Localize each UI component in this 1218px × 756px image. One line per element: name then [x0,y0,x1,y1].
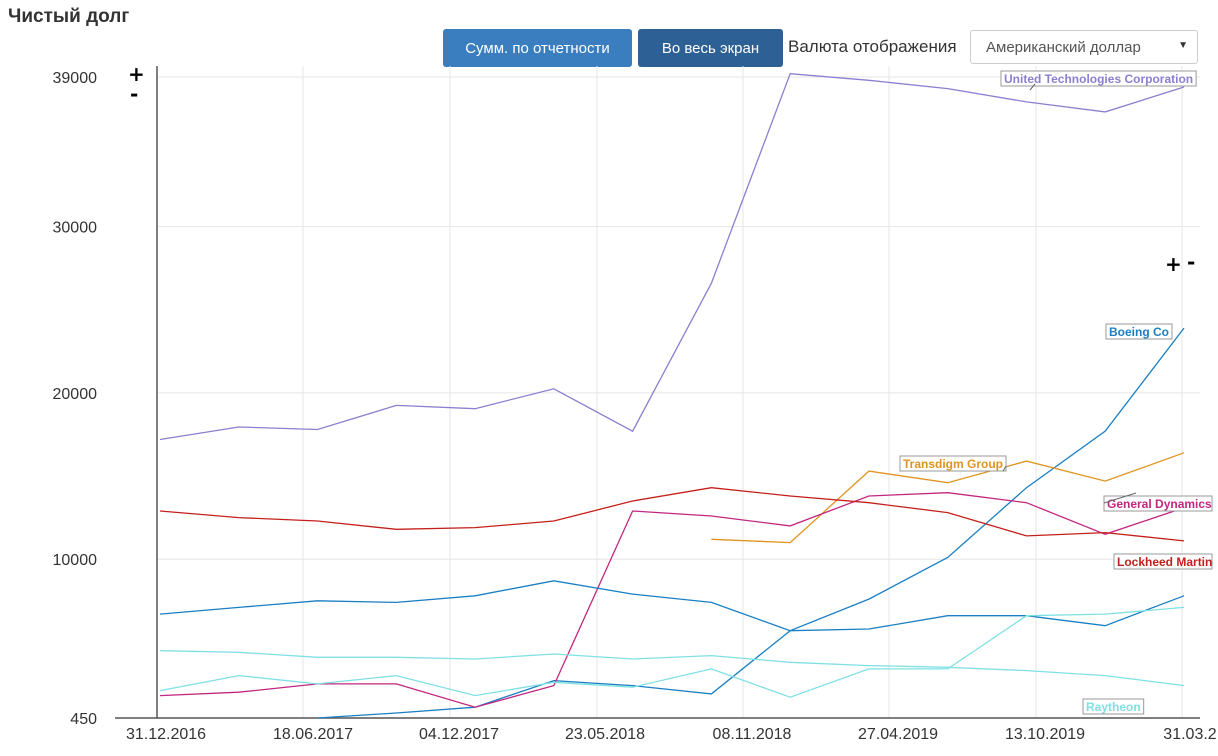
x-tick-label: 13.10.2019 [1005,726,1085,743]
zoom-in-icon-secondary[interactable]: + [1165,252,1182,276]
series-line [159,73,1185,441]
series-line [317,327,1185,719]
series-label: Transdigm Group [903,457,1003,471]
y-tick-label: 10000 [53,552,98,569]
x-tick-label: 31.12.2016 [126,726,206,743]
zoom-in-icon[interactable]: + [128,62,145,86]
x-tick-label: 18.06.2017 [273,726,353,743]
series-group [317,327,1185,719]
series-label: Lockheed Martin [1117,555,1212,569]
series-line [159,606,1185,698]
series-label-box [1103,495,1213,512]
series-line [159,492,1185,708]
sum-by-report-button[interactable]: Сумм. по отчетности [443,29,632,67]
x-tick-label: 08.11.2018 [713,726,792,743]
series-label-box [1113,553,1213,570]
x-tick-label: 04.12.2017 [419,726,499,743]
series-line [711,452,1185,544]
zoom-out-icon[interactable]: - [130,82,139,106]
series-label-connector [1103,492,1137,504]
x-tick-label: 23.05.2018 [565,726,645,743]
y-tick-label: 30000 [53,220,98,237]
chevron-down-icon: ▼ [1178,40,1188,51]
series-label-box [1082,698,1145,715]
series-label: Raytheon [1086,700,1141,714]
series-label: Boeing Co [1109,325,1169,339]
chart-title: Чистый долг [8,6,130,27]
currency-label: Валюта отображения [788,37,957,56]
series-label-connector [1029,83,1036,91]
series-label-box [1105,323,1173,340]
currency-select-value: Американский доллар [986,38,1141,56]
series-group [711,452,1185,544]
series-group [159,492,1185,708]
y-tick-label: 450 [70,711,97,728]
series-group [159,650,1185,687]
series-line [159,580,1185,632]
currency-select[interactable]: Американский доллар ▼ [970,30,1198,64]
series-label: General Dynamics [1107,497,1212,511]
x-tick-label: 27.04.2019 [858,726,938,743]
series-group [159,73,1185,441]
y-tick-label: 39000 [53,70,98,87]
series-label-box [899,455,1007,472]
y-tick-label: 20000 [53,386,98,403]
series-group [159,487,1185,542]
series-line [159,650,1185,687]
series-line [159,487,1185,542]
fullscreen-button[interactable]: Во весь экран [638,29,783,67]
series-label-box [1000,70,1197,87]
series-label-connector [1002,465,1007,472]
series-group [159,580,1185,632]
zoom-out-icon-secondary[interactable]: - [1187,250,1196,274]
x-tick-label: 31.03.2 [1163,726,1216,743]
series-group [159,606,1185,698]
series-label: United Technologies Corporation [1004,72,1193,86]
